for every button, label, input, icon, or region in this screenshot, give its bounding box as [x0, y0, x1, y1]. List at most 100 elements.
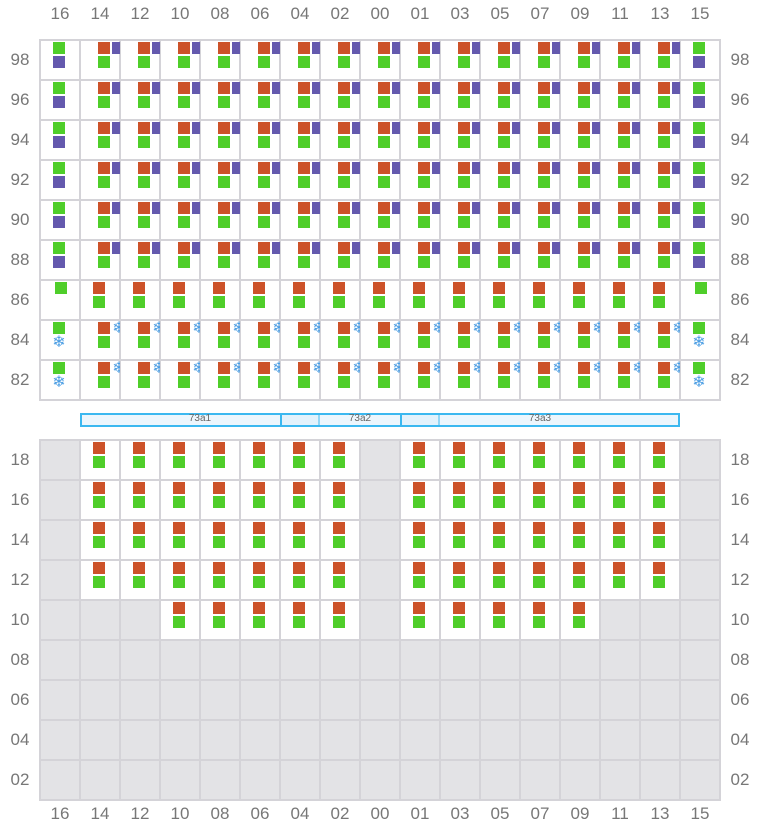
grid-cell[interactable] [120, 240, 164, 280]
grid-cell[interactable] [560, 480, 600, 520]
grid-cell[interactable] [400, 480, 440, 520]
grid-cell[interactable] [280, 80, 324, 120]
grid-cell[interactable] [640, 160, 684, 200]
grid-cell[interactable] [120, 560, 160, 600]
grid-cell[interactable] [600, 280, 640, 320]
grid-cell[interactable] [240, 80, 284, 120]
grid-cell[interactable]: ❄ [80, 360, 126, 400]
grid-cell[interactable] [560, 560, 600, 600]
grid-cell[interactable]: ❄ [480, 320, 526, 360]
grid-cell[interactable] [240, 240, 284, 280]
grid-cell[interactable] [160, 40, 204, 80]
grid-cell[interactable] [200, 120, 244, 160]
grid-cell[interactable] [360, 280, 400, 320]
grid-cell[interactable] [160, 440, 200, 480]
grid-cell[interactable] [640, 440, 680, 480]
grid-cell[interactable] [200, 600, 240, 640]
grid-cell[interactable] [520, 600, 560, 640]
grid-cell[interactable] [400, 80, 444, 120]
grid-cell[interactable]: ❄ [160, 360, 206, 400]
grid-cell[interactable] [280, 160, 324, 200]
grid-cell[interactable]: ❄ [120, 360, 166, 400]
grid-cell[interactable] [240, 160, 284, 200]
grid-cell[interactable] [240, 560, 280, 600]
grid-cell[interactable] [400, 40, 444, 80]
grid-cell[interactable] [440, 160, 484, 200]
grid-cell[interactable] [360, 240, 404, 280]
grid-cell[interactable]: ❄ [560, 360, 606, 400]
grid-cell[interactable] [120, 480, 160, 520]
grid-cell[interactable]: ❄ [520, 360, 566, 400]
grid-cell[interactable] [120, 200, 164, 240]
grid-cell[interactable] [360, 160, 404, 200]
grid-cell[interactable]: ❄ [280, 360, 326, 400]
grid-cell[interactable] [280, 600, 320, 640]
grid-cell[interactable]: ❄ [440, 360, 486, 400]
grid-cell[interactable] [40, 160, 80, 200]
grid-cell[interactable] [640, 40, 684, 80]
grid-cell[interactable] [440, 440, 480, 480]
grid-cell[interactable] [120, 440, 160, 480]
grid-cell[interactable] [200, 560, 240, 600]
grid-cell[interactable] [520, 160, 564, 200]
grid-cell[interactable] [640, 200, 684, 240]
grid-cell[interactable] [200, 480, 240, 520]
grid-cell[interactable]: ❄ [360, 360, 406, 400]
grid-cell[interactable] [520, 440, 560, 480]
grid-cell[interactable] [440, 240, 484, 280]
grid-cell[interactable] [520, 240, 564, 280]
grid-cell[interactable] [400, 120, 444, 160]
grid-cell[interactable] [40, 80, 80, 120]
grid-cell[interactable] [320, 480, 360, 520]
grid-cell[interactable] [480, 40, 524, 80]
grid-cell[interactable] [360, 40, 404, 80]
grid-cell[interactable]: ❄ [80, 320, 126, 360]
grid-cell[interactable] [640, 520, 680, 560]
grid-cell[interactable]: ❄ [240, 360, 286, 400]
grid-cell[interactable] [40, 120, 80, 160]
grid-cell[interactable]: ❄ [680, 320, 720, 360]
grid-cell[interactable] [560, 600, 600, 640]
grid-cell[interactable] [280, 280, 320, 320]
grid-cell[interactable] [120, 520, 160, 560]
grid-cell[interactable] [400, 280, 440, 320]
grid-cell[interactable] [400, 520, 440, 560]
grid-cell[interactable] [400, 240, 444, 280]
grid-cell[interactable] [280, 440, 320, 480]
grid-cell[interactable] [440, 120, 484, 160]
grid-cell[interactable] [560, 440, 600, 480]
grid-cell[interactable] [80, 200, 124, 240]
grid-cell[interactable] [120, 160, 164, 200]
grid-cell[interactable] [160, 200, 204, 240]
grid-cell[interactable] [80, 280, 120, 320]
grid-cell[interactable] [480, 600, 520, 640]
grid-cell[interactable] [160, 120, 204, 160]
grid-cell[interactable] [560, 520, 600, 560]
grid-cell[interactable] [240, 200, 284, 240]
grid-cell[interactable] [80, 240, 124, 280]
grid-cell[interactable] [480, 200, 524, 240]
grid-cell[interactable] [40, 40, 80, 80]
grid-cell[interactable] [480, 280, 520, 320]
grid-cell[interactable] [200, 80, 244, 120]
grid-cell[interactable] [560, 280, 600, 320]
grid-cell[interactable]: ❄ [40, 320, 80, 360]
grid-cell[interactable] [400, 160, 444, 200]
grid-cell[interactable] [480, 240, 524, 280]
grid-cell[interactable] [320, 600, 360, 640]
grid-cell[interactable] [480, 160, 524, 200]
grid-cell[interactable] [120, 80, 164, 120]
grid-cell[interactable] [320, 120, 364, 160]
grid-cell[interactable] [640, 280, 680, 320]
grid-cell[interactable] [480, 520, 520, 560]
grid-cell[interactable] [80, 160, 124, 200]
grid-cell[interactable] [240, 440, 280, 480]
grid-cell[interactable] [320, 280, 360, 320]
grid-cell[interactable] [680, 280, 720, 320]
grid-cell[interactable] [120, 120, 164, 160]
grid-cell[interactable] [320, 200, 364, 240]
grid-cell[interactable] [320, 240, 364, 280]
grid-cell[interactable] [240, 520, 280, 560]
grid-cell[interactable]: ❄ [640, 320, 686, 360]
grid-cell[interactable] [160, 160, 204, 200]
